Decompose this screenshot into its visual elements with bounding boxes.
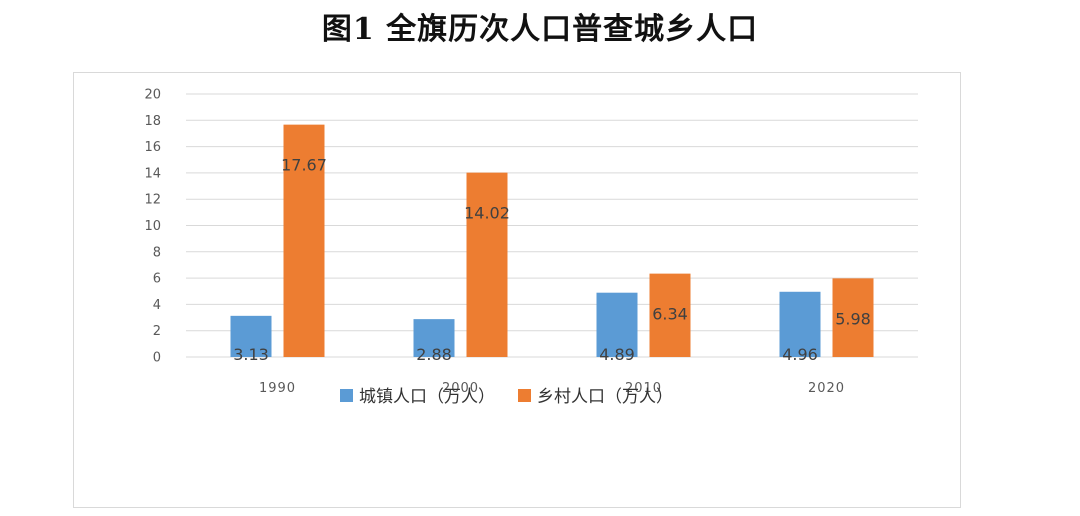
y-tick-label: 6 [153,272,161,287]
data-label: 17.67 [281,156,327,175]
y-tick-label: 8 [153,245,161,260]
bar-rural-2010 [649,273,691,357]
y-tick-label: 12 [144,193,161,208]
chart-frame [73,72,961,508]
x-category-label: 2010 [625,381,662,396]
y-tick-label: 2 [153,324,161,339]
legend-swatch-urban [340,389,353,402]
data-label: 2.88 [416,345,452,364]
x-category-label: 2000 [442,381,479,396]
x-category-label: 1990 [259,381,296,396]
data-label: 4.89 [599,345,635,364]
data-labels: 3.13 17.67 2.88 14.02 4.89 6.34 4.96 5.98 [233,156,871,364]
bar-rural-2000 [466,172,508,357]
legend: 城镇人口（万人） 乡村人口（万人） [340,387,673,407]
y-tick-label: 18 [144,114,161,129]
bar-rural-1990 [283,124,325,358]
bar-urban-2010 [596,292,638,357]
data-label: 4.96 [782,345,818,364]
data-label: 3.13 [233,345,269,364]
y-tick-label: 10 [144,219,161,234]
x-category-label: 2020 [808,381,845,396]
data-label: 14.02 [464,204,510,223]
bars [230,124,874,358]
y-tick-label: 4 [153,298,161,313]
y-tick-label: 16 [144,140,161,155]
y-axis-ticks: 0 2 4 6 8 10 12 14 16 18 20 [144,88,161,366]
bar-rural-2020 [832,278,874,357]
data-label: 5.98 [835,309,871,328]
data-label: 6.34 [652,305,688,324]
y-tick-label: 0 [153,351,161,366]
legend-label-urban: 城镇人口（万人） [359,387,495,407]
x-axis-categories: 1990 2000 2010 2020 [259,381,845,396]
bar-urban-1990 [230,315,272,357]
bar-urban-2000 [413,319,455,357]
y-tick-label: 14 [144,166,161,181]
y-tick-label: 20 [144,88,161,103]
chart-title: 图1 全旗历次人口普查城乡人口 [321,12,759,47]
bar-urban-2020 [779,291,821,357]
legend-swatch-rural [518,389,531,402]
legend-label-rural: 乡村人口（万人） [537,387,673,407]
